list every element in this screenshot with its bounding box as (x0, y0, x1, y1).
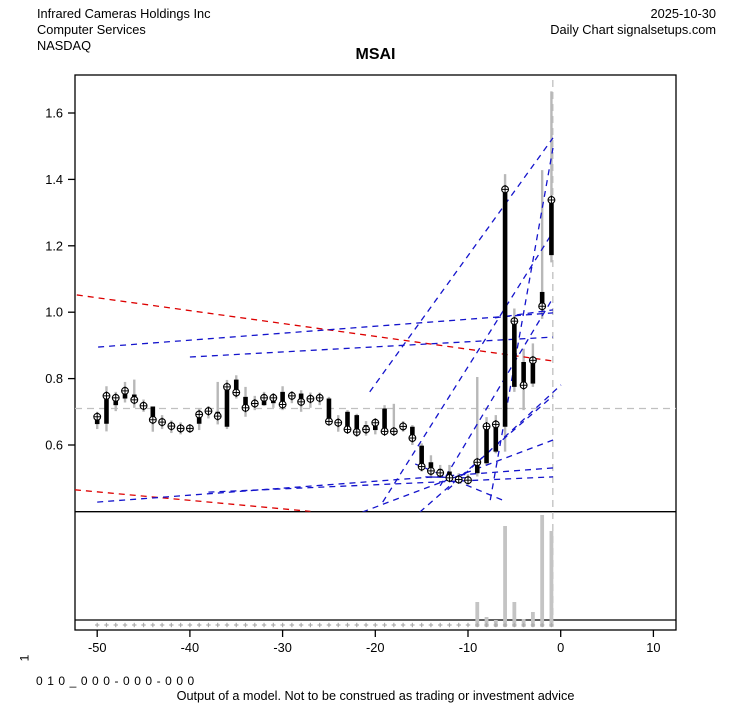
x-tick-label: -50 (88, 640, 107, 655)
y-tick-label: 1.6 (45, 106, 63, 121)
y-tick-label: 0.6 (45, 438, 63, 453)
y-axis: 0.6 0.8 1.0 1.2 1.4 1.6 (45, 106, 75, 453)
candle-bodies (94, 189, 554, 481)
y-tick-label: 1.0 (45, 305, 63, 320)
x-tick-label: 0 (557, 640, 564, 655)
x-tick-label: -10 (459, 640, 478, 655)
model-code: 0 1 0 _ 0 0 0 - 0 0 0 - 0 0 0 (36, 674, 195, 688)
x-tick-label: -20 (366, 640, 385, 655)
volume-bars (475, 515, 554, 627)
chart-frame (74, 74, 677, 631)
trendline-blue (489, 147, 554, 501)
y-tick-label: 1.2 (45, 238, 63, 253)
ticker-title: MSAI (355, 46, 396, 63)
trendline-blue (369, 137, 554, 393)
chart-date: 2025-10-30 (650, 6, 716, 21)
x-tick-label: -40 (181, 640, 200, 655)
trendline-blue (98, 312, 554, 348)
disclaimer-text: Output of a model. Not to be construed a… (176, 689, 575, 703)
lower-panel-label: 1 (17, 654, 32, 662)
reference-lines (75, 80, 676, 630)
y-tick-label: 0.8 (45, 371, 63, 386)
trendline-blue (208, 476, 554, 493)
x-axis: -50 -40 -30 -20 -10 0 10 (88, 630, 661, 655)
sector-name: Computer Services (37, 22, 146, 37)
trendline-blue (382, 231, 554, 503)
x-tick-label: -30 (273, 640, 292, 655)
trendline-blue (189, 336, 554, 358)
trendline-blue (439, 297, 554, 487)
company-name: Infrared Cameras Holdings Inc (37, 6, 211, 21)
chart-source-label: Daily Chart signalsetups.com (550, 22, 716, 37)
trendline-red (76, 294, 554, 362)
close-markers (93, 184, 556, 485)
y-tick-label: 1.4 (45, 172, 63, 187)
trendline-blue (494, 309, 554, 319)
trendline-blue (97, 467, 554, 503)
exchange-name: NASDAQ (37, 38, 92, 53)
signal-dot-row (95, 622, 554, 628)
x-tick-label: 10 (646, 640, 660, 655)
